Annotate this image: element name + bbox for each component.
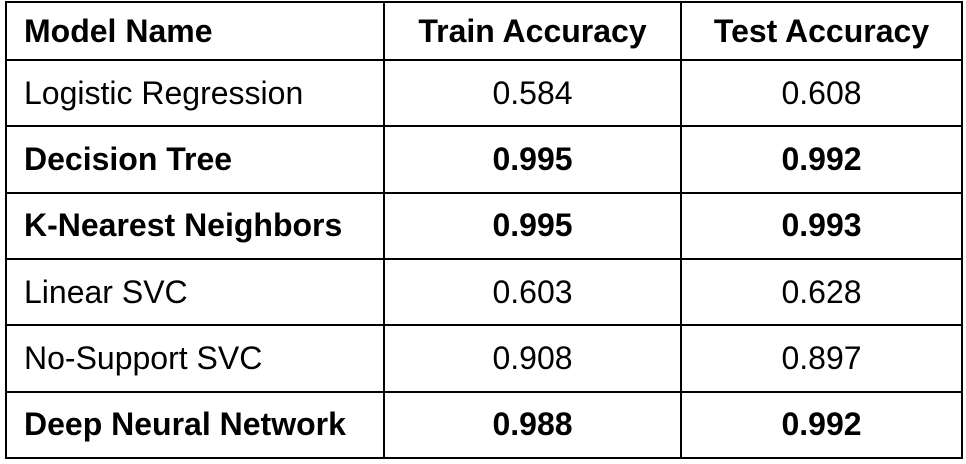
train-accuracy-cell: 0.995 — [383, 191, 682, 260]
table-row: Deep Neural Network 0.988 0.992 — [5, 390, 963, 460]
model-name-cell: No-Support SVC — [5, 324, 385, 393]
table-row: Decision Tree 0.995 0.992 — [5, 125, 963, 194]
header-row: Model Name Train Accuracy Test Accuracy — [5, 1, 963, 61]
train-accuracy-cell: 0.603 — [383, 257, 682, 327]
test-accuracy-cell: 0.628 — [680, 257, 963, 327]
test-accuracy-cell: 0.993 — [680, 191, 963, 260]
header-train-accuracy: Train Accuracy — [383, 1, 682, 61]
table-row: K-Nearest Neighbors 0.995 0.993 — [5, 191, 963, 260]
model-name-cell: Decision Tree — [5, 125, 385, 194]
model-name-cell: Logistic Regression — [5, 58, 385, 128]
test-accuracy-cell: 0.992 — [680, 390, 963, 460]
train-accuracy-cell: 0.584 — [383, 58, 682, 128]
model-name-cell: K-Nearest Neighbors — [5, 191, 385, 260]
train-accuracy-cell: 0.988 — [383, 390, 682, 460]
table-body: Logistic Regression 0.584 0.608 Decision… — [5, 58, 963, 460]
table-row: No-Support SVC 0.908 0.897 — [5, 324, 963, 393]
test-accuracy-cell: 0.992 — [680, 125, 963, 194]
train-accuracy-cell: 0.908 — [383, 324, 682, 393]
model-name-cell: Linear SVC — [5, 257, 385, 327]
header-test-accuracy: Test Accuracy — [680, 1, 963, 61]
test-accuracy-cell: 0.897 — [680, 324, 963, 393]
table-row: Linear SVC 0.603 0.628 — [5, 257, 963, 327]
table-row: Logistic Regression 0.584 0.608 — [5, 58, 963, 128]
header-model-name: Model Name — [5, 1, 385, 61]
test-accuracy-cell: 0.608 — [680, 58, 963, 128]
train-accuracy-cell: 0.995 — [383, 125, 682, 194]
table-header: Model Name Train Accuracy Test Accuracy — [5, 1, 963, 61]
model-name-cell: Deep Neural Network — [5, 390, 385, 460]
model-accuracy-table: Model Name Train Accuracy Test Accuracy … — [5, 1, 963, 460]
